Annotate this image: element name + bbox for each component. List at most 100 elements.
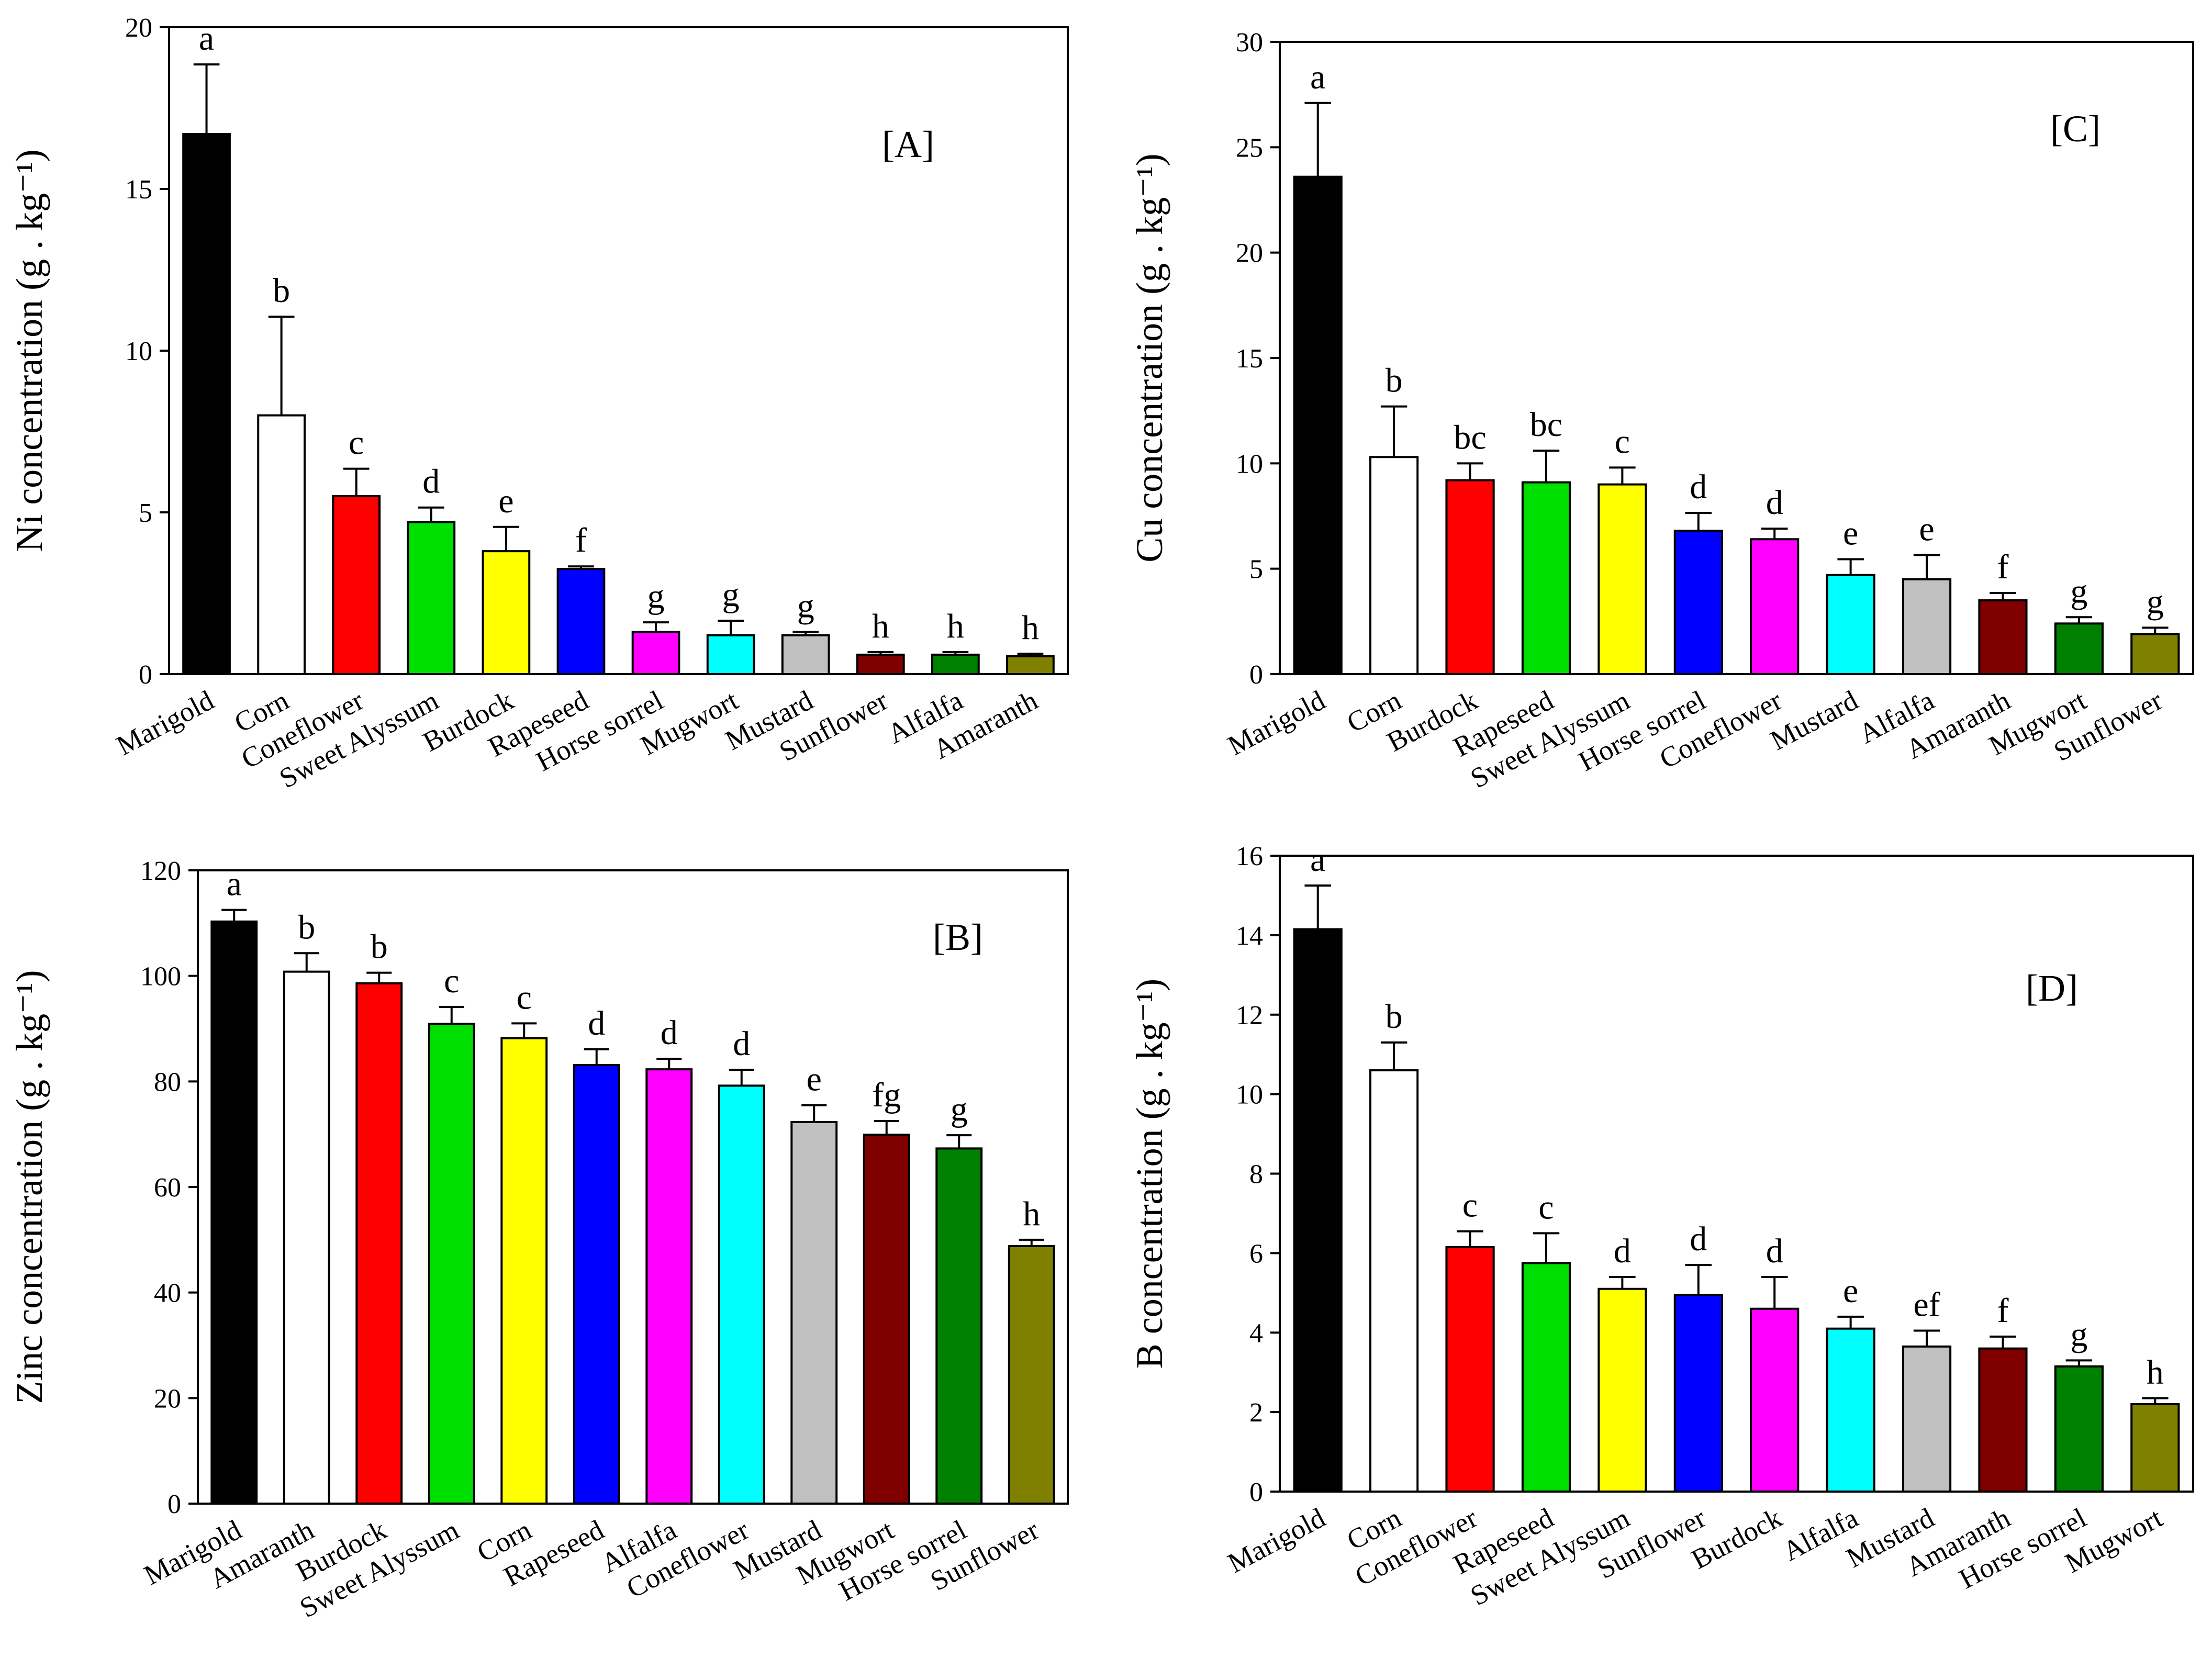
significance-letter: c — [1615, 422, 1630, 461]
bar — [1673, 1294, 1723, 1493]
category-label: Marigold — [1223, 1502, 1331, 1579]
significance-letter: h — [2147, 1353, 2164, 1392]
y-tick-label: 0 — [167, 1489, 181, 1519]
bar — [1826, 574, 1875, 676]
bar — [182, 132, 231, 676]
significance-letter: a — [1310, 58, 1325, 96]
significance-letter: g — [2070, 572, 2087, 610]
y-axis-title: B concentration (g . kg⁻¹) — [1129, 979, 1170, 1369]
y-tick-label: 60 — [154, 1173, 181, 1203]
bar — [355, 982, 403, 1505]
significance-letter: b — [298, 908, 315, 946]
bar — [2130, 633, 2180, 675]
bar — [1521, 1262, 1571, 1493]
bar — [1597, 483, 1647, 675]
y-tick-label: 20 — [125, 13, 152, 43]
panel-label: [D] — [2026, 967, 2078, 1009]
significance-letter: f — [1997, 1292, 2008, 1330]
significance-letter: c — [517, 978, 532, 1016]
category-label: Marigold — [111, 685, 219, 761]
bar — [1293, 175, 1343, 675]
bar — [931, 653, 980, 676]
bar — [428, 1023, 475, 1505]
significance-letter: g — [722, 576, 740, 614]
y-tick-label: 2 — [1249, 1398, 1263, 1428]
significance-letter: f — [575, 521, 587, 559]
significance-letter: g — [647, 577, 665, 615]
significance-letter: a — [227, 865, 242, 903]
bar — [257, 414, 306, 675]
bar — [781, 634, 830, 675]
significance-letter: d — [1766, 484, 1783, 522]
significance-letter: h — [1022, 609, 1039, 647]
significance-letter: e — [1843, 514, 1858, 553]
y-tick-label: 10 — [125, 337, 152, 366]
panel-a: 0 5 10 15 20 Ni concentration (g . kg⁻¹) [A] a M… — [8, 13, 1069, 794]
bar — [1673, 530, 1723, 675]
bar — [1597, 1287, 1647, 1493]
significance-letter: d — [422, 463, 440, 501]
bar — [1902, 1345, 1952, 1493]
bar — [718, 1084, 765, 1505]
bar — [2054, 1365, 2104, 1493]
y-tick-label: 14 — [1236, 921, 1263, 951]
y-tick-label: 10 — [1236, 1080, 1263, 1110]
y-tick-label: 20 — [154, 1384, 181, 1414]
bar — [1750, 538, 1800, 675]
bar — [1826, 1327, 1875, 1493]
bar — [1978, 1347, 2028, 1493]
significance-letter: c — [444, 962, 459, 1000]
bar — [790, 1121, 838, 1505]
significance-letter: d — [1690, 468, 1707, 506]
significance-letter: e — [1843, 1272, 1858, 1310]
panel-c: 0 5 10 15 20 25 30 Cu concentration (g . kg⁻¹) [… — [1129, 28, 2194, 794]
significance-letter: h — [872, 607, 889, 645]
bar — [1521, 481, 1571, 675]
significance-letter: a — [1310, 841, 1325, 879]
significance-letter: e — [1919, 510, 1934, 548]
significance-letter: e — [498, 482, 513, 520]
y-tick-label: 15 — [125, 175, 152, 205]
y-tick-label: 0 — [139, 660, 152, 690]
category-label: Marigold — [1223, 685, 1331, 761]
y-tick-label: 16 — [1236, 842, 1263, 871]
bar — [283, 970, 330, 1505]
y-tick-label: 10 — [1236, 449, 1263, 479]
significance-letter: bc — [1454, 418, 1486, 456]
significance-letter: c — [1462, 1186, 1478, 1225]
bar — [631, 631, 680, 676]
bar — [935, 1147, 983, 1505]
y-tick-label: 30 — [1236, 28, 1263, 58]
y-tick-label: 4 — [1249, 1318, 1263, 1348]
bar — [482, 550, 531, 676]
y-tick-label: 5 — [1249, 555, 1263, 585]
significance-letter: b — [371, 928, 388, 966]
significance-letter: d — [1690, 1220, 1707, 1258]
bar — [645, 1068, 693, 1505]
significance-letter: bc — [1530, 406, 1562, 444]
y-tick-label: 80 — [154, 1067, 181, 1097]
category-label: Mustard — [1765, 685, 1863, 756]
bar — [1369, 1069, 1419, 1493]
y-tick-label: 5 — [139, 498, 152, 528]
y-axis-title: Zinc concentration (g . kg⁻¹) — [8, 970, 50, 1404]
significance-letter: ef — [1913, 1285, 1940, 1324]
bar — [500, 1037, 548, 1505]
bar — [1445, 1246, 1495, 1493]
y-tick-label: 0 — [1249, 660, 1263, 690]
bar — [1293, 928, 1343, 1493]
panel-label: [A] — [882, 124, 934, 165]
y-axis-title: Ni concentration (g . kg⁻¹) — [8, 149, 50, 552]
significance-letter: d — [1614, 1232, 1631, 1270]
significance-letter: c — [1538, 1188, 1554, 1226]
significance-letter: b — [1386, 998, 1403, 1036]
bar — [2054, 622, 2104, 675]
panel-d: 0 2 4 6 8 10 12 14 16 B concentration (g . kg⁻¹) [… — [1129, 841, 2194, 1612]
bar — [1978, 599, 2028, 675]
significance-letter: b — [273, 272, 290, 310]
significance-letter: d — [588, 1004, 605, 1043]
y-tick-label: 25 — [1236, 133, 1263, 163]
bar — [1008, 1245, 1055, 1505]
bar — [1006, 655, 1055, 676]
